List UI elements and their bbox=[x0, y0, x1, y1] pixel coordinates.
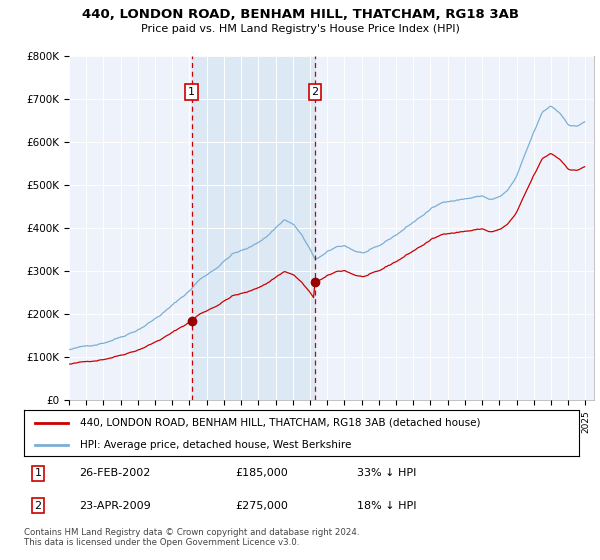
Text: 2: 2 bbox=[34, 501, 41, 511]
Bar bbox=[191, 56, 315, 400]
Text: Contains HM Land Registry data © Crown copyright and database right 2024.
This d: Contains HM Land Registry data © Crown c… bbox=[24, 528, 359, 547]
Text: Price paid vs. HM Land Registry's House Price Index (HPI): Price paid vs. HM Land Registry's House … bbox=[140, 24, 460, 34]
Text: 26-FEB-2002: 26-FEB-2002 bbox=[79, 468, 151, 478]
Text: 33% ↓ HPI: 33% ↓ HPI bbox=[357, 468, 416, 478]
Text: 2: 2 bbox=[311, 87, 319, 97]
Text: 440, LONDON ROAD, BENHAM HILL, THATCHAM, RG18 3AB (detached house): 440, LONDON ROAD, BENHAM HILL, THATCHAM,… bbox=[79, 418, 480, 428]
Text: HPI: Average price, detached house, West Berkshire: HPI: Average price, detached house, West… bbox=[79, 440, 351, 450]
Text: £275,000: £275,000 bbox=[235, 501, 288, 511]
Text: 18% ↓ HPI: 18% ↓ HPI bbox=[357, 501, 416, 511]
Text: 440, LONDON ROAD, BENHAM HILL, THATCHAM, RG18 3AB: 440, LONDON ROAD, BENHAM HILL, THATCHAM,… bbox=[82, 8, 518, 21]
Text: £185,000: £185,000 bbox=[235, 468, 287, 478]
Text: 23-APR-2009: 23-APR-2009 bbox=[79, 501, 151, 511]
Text: 1: 1 bbox=[188, 87, 195, 97]
Text: 1: 1 bbox=[34, 468, 41, 478]
